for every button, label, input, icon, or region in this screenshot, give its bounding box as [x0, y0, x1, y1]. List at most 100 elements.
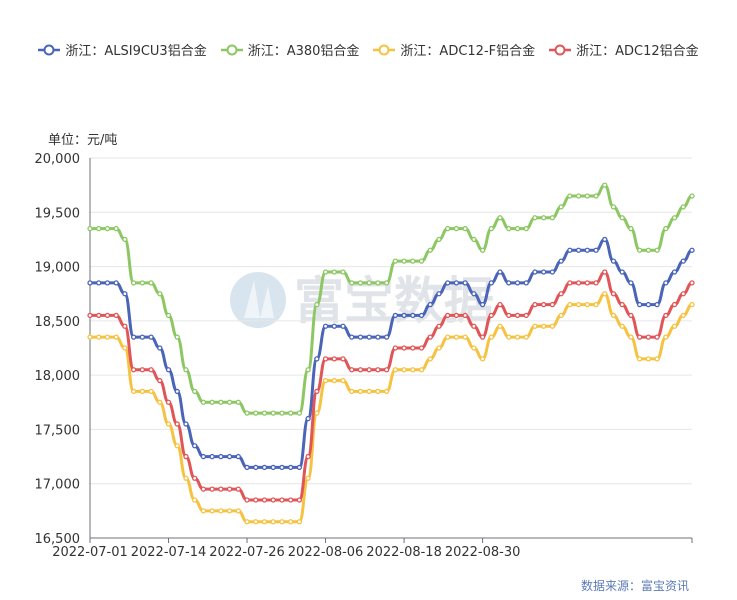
data-point: [479, 356, 486, 362]
data-point: [680, 258, 686, 264]
data-point: [322, 269, 329, 275]
data-point: [575, 193, 582, 199]
data-point: [506, 334, 512, 340]
data-point: [427, 301, 433, 308]
data-point: [383, 334, 390, 340]
data-point: [575, 301, 582, 308]
data-point: [157, 377, 163, 384]
data-point: [104, 280, 111, 286]
data-point: [462, 225, 468, 232]
data-point: [96, 225, 102, 232]
data-point: [637, 334, 643, 340]
data-point: [104, 312, 111, 319]
data-point: [654, 356, 660, 362]
data-point: [462, 334, 468, 340]
data-point: [357, 280, 364, 286]
data-point: [549, 323, 556, 329]
data-point: [349, 280, 355, 286]
data-point: [139, 388, 145, 395]
data-point: [157, 399, 163, 405]
data-point: [671, 323, 678, 329]
data-point: [453, 280, 460, 286]
data-point: [445, 312, 451, 319]
data-point: [314, 301, 320, 308]
data-point: [165, 367, 172, 373]
x-tick-label: 2022-08-18: [366, 545, 442, 560]
data-point: [671, 215, 678, 221]
data-point: [418, 258, 425, 264]
data-point: [523, 334, 529, 340]
data-point: [148, 367, 154, 373]
data-point: [383, 367, 390, 373]
data-point: [567, 193, 573, 199]
data-point: [331, 269, 337, 275]
data-point: [130, 334, 137, 340]
data-point: [87, 334, 93, 340]
data-point: [602, 269, 608, 275]
data-point: [436, 323, 442, 329]
data-point: [96, 334, 102, 340]
data-point: [549, 301, 556, 308]
data-point: [671, 269, 678, 275]
data-point: [410, 367, 416, 373]
data-point: [375, 367, 381, 373]
data-point: [628, 312, 634, 319]
data-point: [279, 410, 285, 416]
data-point: [296, 464, 303, 471]
data-point: [392, 258, 399, 264]
data-point: [602, 236, 608, 243]
data-point: [261, 519, 268, 525]
unit-label: 单位：元/吨: [48, 133, 118, 148]
legend-label: 浙江：ADC12铝合金: [576, 44, 699, 59]
legend-item[interactable]: 浙江：ADC12-F铝合金: [373, 40, 535, 59]
data-point: [192, 497, 198, 503]
data-point: [680, 291, 686, 297]
data-point: [279, 497, 285, 503]
series-line: [89, 270, 693, 502]
y-tick-label: 18,500: [35, 315, 81, 330]
data-point: [296, 519, 303, 525]
data-point: [366, 280, 372, 286]
data-point: [235, 486, 241, 492]
data-point: [654, 334, 660, 340]
data-point: [558, 204, 564, 210]
data-point: [497, 215, 503, 221]
data-point: [340, 377, 346, 384]
data-point: [139, 334, 145, 340]
data-point: [314, 356, 320, 362]
data-point: [253, 464, 259, 471]
data-point: [96, 280, 102, 286]
data-point: [427, 247, 433, 253]
data-point: [375, 334, 381, 340]
data-point: [453, 334, 460, 340]
data-point: [602, 182, 608, 188]
data-point: [139, 280, 145, 286]
data-point: [253, 497, 259, 503]
data-point: [410, 345, 416, 351]
data-point: [96, 312, 102, 319]
data-point: [366, 367, 372, 373]
data-point: [558, 291, 564, 297]
data-point: [654, 247, 660, 253]
data-point: [401, 258, 407, 264]
series-line: [90, 292, 693, 524]
data-point: [340, 323, 346, 329]
data-point: [619, 301, 625, 308]
data-point: [122, 345, 128, 351]
data-point: [436, 345, 442, 351]
data-point: [445, 280, 451, 286]
data-point: [200, 486, 207, 492]
legend-item[interactable]: 浙江：ALSI9CU3铝合金: [38, 40, 207, 59]
data-point: [261, 464, 268, 471]
data-point: [235, 508, 241, 514]
data-point: [610, 312, 617, 319]
data-point: [479, 247, 486, 253]
legend-item[interactable]: 浙江：ADC12铝合金: [549, 40, 699, 59]
data-point: [375, 280, 381, 286]
data-point: [427, 356, 433, 362]
data-point: [209, 453, 215, 460]
data-point: [183, 475, 189, 481]
data-point: [584, 247, 590, 253]
data-point: [383, 388, 390, 395]
legend-item[interactable]: 浙江：A380铝合金: [220, 40, 359, 59]
